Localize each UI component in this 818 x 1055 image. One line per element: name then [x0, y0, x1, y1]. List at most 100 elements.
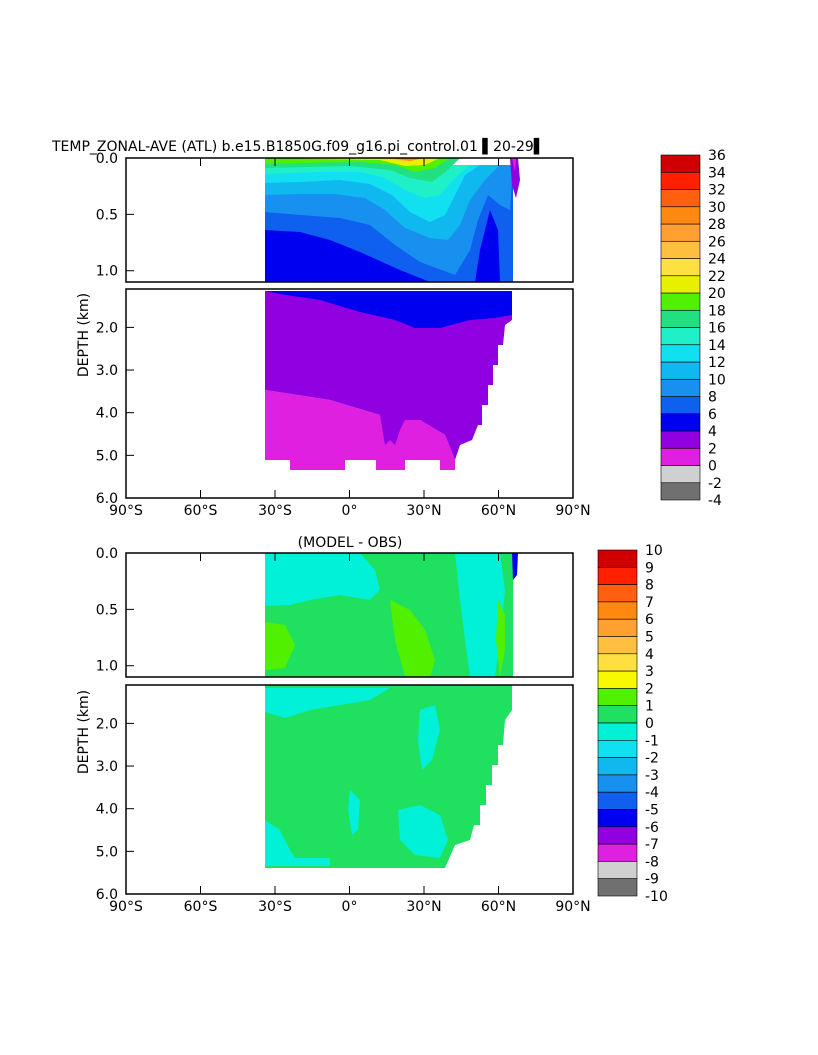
- colorbar-label: 14: [708, 338, 726, 354]
- y-tick-label: 3.0: [96, 759, 118, 775]
- colorbar-label: 28: [708, 217, 726, 233]
- colorbar-label: -9: [645, 872, 659, 888]
- colorbar-label: -3: [645, 768, 659, 784]
- colorbar-label: 5: [645, 630, 654, 646]
- x-tick-label: 30°S: [258, 899, 292, 915]
- colorbar-label: 7: [645, 595, 654, 611]
- colorbar-label: -8: [645, 854, 659, 870]
- colorbar-swatch: [597, 601, 638, 620]
- bottom-lower-band-0to1: [265, 685, 512, 868]
- colorbar-swatch: [597, 878, 638, 897]
- colorbar-label: 12: [708, 355, 726, 371]
- colorbar-swatch: [597, 618, 638, 637]
- top-lower-band-0to2: [265, 390, 455, 470]
- bottom-upper-band-1to2-c: [496, 600, 505, 677]
- bottom-upper-band-neg1to0-b: [455, 553, 505, 677]
- x-tick-label: 90°N: [555, 503, 590, 519]
- y-tick-label: 2.0: [96, 716, 118, 732]
- colorbar-swatch: [660, 465, 701, 484]
- top-upper-band-arctic: [510, 158, 520, 198]
- colorbar-swatch: [597, 791, 638, 810]
- colorbar-label: 16: [708, 321, 726, 337]
- colorbar-swatch: [660, 413, 701, 432]
- bottom-lower-band-neg1to0-deep-a: [398, 805, 448, 858]
- colorbar-swatch: [597, 739, 638, 758]
- y-tick-label: 5.0: [96, 448, 118, 464]
- y-tick-label: 1.0: [96, 264, 118, 280]
- y-tick-label: 4.0: [96, 406, 118, 422]
- colorbar-swatch: [660, 189, 701, 208]
- bottom-upper-field: [265, 553, 518, 677]
- colorbar-label: 8: [645, 578, 654, 594]
- top-panel: 90°S 60°S 30°S 0° 30°N 60°N 90°N 0.0 0.5 1.0 2.0 3.…: [76, 148, 726, 519]
- y-tick-label: 1.0: [96, 659, 118, 675]
- colorbar-label: 34: [708, 165, 726, 181]
- colorbar-swatch: [597, 722, 638, 741]
- bottom-panel: (MODEL - OBS) 90°S 60°S 30°S 0° 30°N 60°N 90°N…: [76, 535, 668, 915]
- colorbar-swatch: [660, 361, 701, 380]
- colorbar-label: 2: [708, 441, 717, 457]
- bottom-upper-band-1to2-a: [265, 622, 295, 670]
- y-tick-label: 0.5: [96, 602, 118, 618]
- y-tick-label: 0.5: [96, 207, 118, 223]
- colorbar-label: -4: [708, 493, 722, 509]
- colorbar-label: 22: [708, 269, 726, 285]
- colorbar-label: -6: [645, 820, 659, 836]
- bottom-lower-band-neg1to0-floor: [290, 858, 330, 866]
- colorbar-label: 0: [708, 459, 717, 475]
- top-lower-field: [265, 291, 512, 470]
- colorbar-swatch: [660, 447, 701, 466]
- colorbar-swatch: [597, 653, 638, 672]
- x-tick-label: 30°N: [406, 899, 441, 915]
- top-upper-field: [265, 158, 520, 282]
- colorbar-swatch: [597, 843, 638, 862]
- colorbar-swatch: [597, 861, 638, 880]
- colorbar-label: 36: [708, 148, 726, 164]
- colorbar-label: 32: [708, 183, 726, 199]
- top-axes: 90°S 60°S 30°S 0° 30°N 60°N 90°N 0.0 0.5 1.0 2.0 3.…: [96, 151, 591, 519]
- colorbar-swatch: [597, 688, 638, 707]
- x-tick-label: 30°N: [406, 503, 441, 519]
- colorbar-swatch: [660, 378, 701, 397]
- colorbar-label: 4: [645, 647, 654, 663]
- colorbar-swatch: [597, 584, 638, 603]
- colorbar-swatch: [660, 292, 701, 311]
- colorbar-label: 4: [708, 424, 717, 440]
- colorbar-swatch: [597, 826, 638, 845]
- colorbar-label: -5: [645, 803, 659, 819]
- colorbar-label: -2: [708, 476, 722, 492]
- colorbar-label: 20: [708, 286, 726, 302]
- colorbar-label: 1: [645, 699, 654, 715]
- x-tick-label: 0°: [342, 503, 358, 519]
- x-tick-label: 60°N: [481, 899, 516, 915]
- x-tick-label: 30°S: [258, 503, 292, 519]
- colorbar-swatch: [597, 636, 638, 655]
- bottom-lower-band-neg1to0-deep-c: [348, 790, 360, 835]
- colorbar-label: 18: [708, 303, 726, 319]
- colorbar-label: -10: [645, 889, 668, 905]
- x-tick-label: 60°S: [184, 899, 218, 915]
- bottom-lower-field: [265, 685, 512, 868]
- colorbar-swatch: [597, 549, 638, 568]
- colorbar-label: 10: [645, 543, 663, 559]
- y-tick-label: 4.0: [96, 802, 118, 818]
- colorbar-swatch: [660, 344, 701, 363]
- colorbar-swatch: [597, 774, 638, 793]
- colorbar-swatch: [660, 206, 701, 225]
- colorbar-swatch: [660, 275, 701, 294]
- y-tick-label: 2.0: [96, 320, 118, 336]
- colorbar-label: 9: [645, 560, 654, 576]
- chart-title: TEMP_ZONAL-AVE (ATL) b.e15.B1850G.f09_g1…: [51, 137, 545, 155]
- colorbar-swatch: [597, 566, 638, 585]
- x-tick-label: 0°: [342, 899, 358, 915]
- top-upper-band-arctic-hot: [512, 158, 516, 172]
- bottom-y-axis-label: DEPTH (km): [76, 690, 92, 774]
- colorbar-swatch: [597, 757, 638, 776]
- colorbar-label: -7: [645, 837, 659, 853]
- top-lower-band-4to6: [265, 291, 512, 328]
- colorbar-label: 3: [645, 664, 654, 680]
- colorbar-label: 26: [708, 234, 726, 250]
